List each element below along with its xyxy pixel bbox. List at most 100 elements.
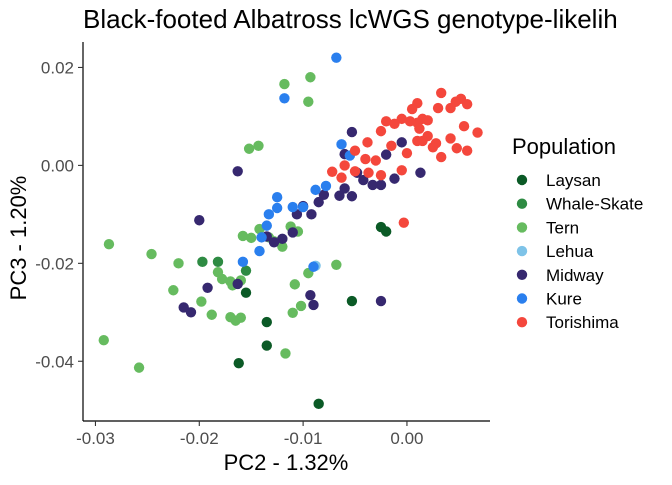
data-point (375, 179, 387, 191)
data-point (436, 151, 447, 163)
legend-label: Lehua (546, 242, 594, 261)
data-point (235, 312, 247, 323)
data-point (422, 115, 433, 126)
y-tick-label: 0.02 (41, 58, 74, 77)
data-point (380, 116, 392, 127)
data-point (279, 93, 290, 104)
series-torishima (326, 87, 483, 228)
data-point (277, 241, 288, 252)
data-point (331, 259, 342, 270)
legend-marker (516, 317, 528, 328)
data-point (472, 127, 483, 138)
data-point (445, 102, 456, 114)
data-point (375, 169, 387, 181)
data-point (346, 191, 358, 202)
data-point (436, 87, 447, 99)
data-point (339, 160, 350, 171)
data-point (362, 137, 373, 148)
legend-marker (516, 293, 528, 304)
data-point (461, 98, 473, 110)
legend-marker (516, 174, 528, 186)
data-point (396, 165, 407, 176)
data-point (389, 118, 400, 129)
y-axis-title: PC3 - 1.20% (6, 176, 31, 301)
data-point (458, 121, 470, 132)
data-point (146, 248, 157, 260)
data-point (386, 140, 397, 152)
series-midway (178, 126, 426, 318)
data-point (237, 230, 249, 242)
data-point (133, 362, 145, 373)
data-point (243, 143, 255, 154)
data-point (308, 299, 319, 311)
data-point (268, 237, 280, 248)
data-point (240, 287, 252, 298)
data-point (336, 172, 347, 183)
data-point (216, 273, 228, 285)
data-point (212, 256, 224, 268)
data-point (245, 232, 257, 244)
data-point (363, 167, 374, 178)
data-points (98, 52, 483, 410)
data-point (313, 196, 324, 208)
data-point (415, 167, 426, 178)
data-point (168, 285, 179, 296)
legend-label: Tern (546, 218, 579, 237)
data-point (310, 184, 321, 196)
data-point (196, 296, 207, 307)
data-point (427, 142, 439, 153)
data-point (396, 113, 407, 125)
data-point (318, 189, 330, 200)
data-point (358, 174, 369, 186)
data-point (406, 103, 418, 115)
data-point (336, 139, 347, 150)
legend-marker (516, 245, 528, 257)
legend-label: Midway (546, 266, 604, 285)
legend-items: Laysan Whale-Skate Tern Lehua Midway Kure Tori… (516, 171, 643, 332)
data-point (370, 155, 381, 166)
x-tick-label: -0.03 (76, 429, 115, 448)
legend-label: Torishima (546, 313, 619, 332)
data-point (375, 125, 387, 137)
data-point (451, 143, 462, 154)
data-point (308, 261, 319, 272)
data-point (346, 295, 358, 307)
data-point (232, 278, 243, 290)
data-point (380, 226, 392, 237)
data-point (295, 300, 307, 312)
data-point (254, 245, 265, 257)
data-point (331, 52, 342, 63)
axes: -0.03 -0.02 -0.01 0.00 -0.04 -0.02 0.00 0.02 (35, 42, 490, 448)
data-point (98, 335, 109, 346)
legend-marker (516, 222, 528, 233)
data-point (287, 201, 298, 213)
data-point (178, 302, 189, 313)
data-point (339, 183, 350, 194)
data-point (396, 137, 407, 148)
data-point (279, 78, 290, 90)
data-point (289, 279, 301, 290)
series-kure (237, 52, 356, 272)
data-point (253, 140, 264, 152)
data-point (271, 202, 283, 214)
data-point (263, 209, 275, 220)
data-point (349, 166, 361, 177)
legend-label: Kure (546, 290, 582, 309)
data-point (173, 258, 184, 269)
data-point (103, 239, 115, 250)
data-point (417, 135, 428, 147)
legend-marker (516, 198, 528, 209)
data-point (287, 307, 298, 318)
y-tick-label: 0.00 (41, 156, 74, 175)
data-point (313, 398, 324, 410)
data-point (432, 102, 444, 114)
series-laysan (233, 221, 392, 410)
y-tick-label: -0.02 (35, 254, 74, 273)
x-tick-label: 0.00 (390, 429, 423, 448)
data-point (277, 233, 288, 245)
legend-title: Population (512, 134, 616, 159)
data-point (306, 209, 317, 220)
data-point (389, 173, 400, 184)
legend-label: Laysan (546, 171, 601, 190)
